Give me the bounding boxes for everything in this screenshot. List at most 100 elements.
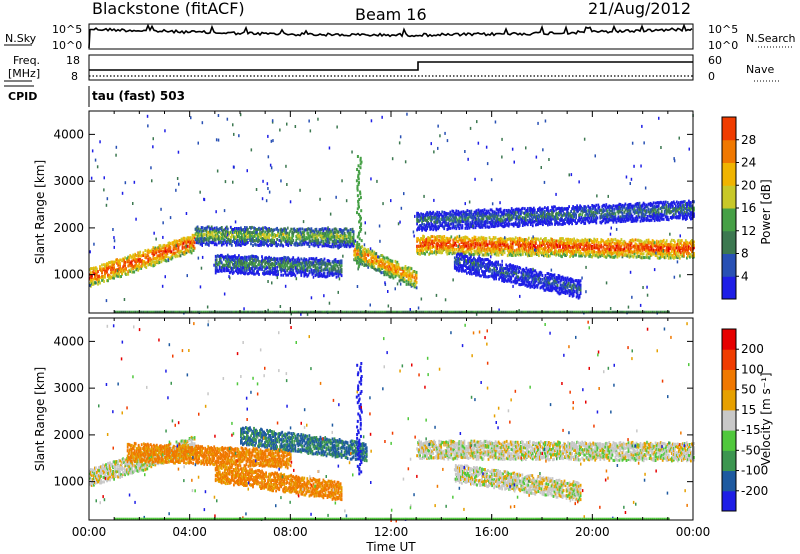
power-cell: [457, 249, 460, 253]
power-cell: [114, 268, 116, 272]
power-cell: [460, 210, 463, 214]
power-cell: [540, 237, 542, 241]
power-cell: [234, 230, 236, 234]
power-cell: [158, 256, 161, 260]
power-cell: [195, 241, 198, 245]
power-cell: [113, 276, 115, 280]
power-cell: [110, 266, 112, 270]
power-cell: [539, 241, 541, 245]
power-cell: [251, 237, 253, 241]
power-cell: [244, 269, 246, 273]
power-cell: [446, 224, 449, 227]
power-cell: [287, 235, 290, 239]
power-cell: [167, 256, 170, 260]
power-cell: [264, 241, 266, 245]
power-cell: [271, 228, 273, 232]
power-cell: [561, 222, 563, 226]
power-cell: [419, 248, 421, 252]
power-cell: [625, 243, 628, 247]
power-cell: [629, 216, 632, 220]
power-cell: [184, 250, 187, 253]
power-cell: [538, 254, 540, 258]
power-cell: [549, 215, 551, 219]
power-cell: [286, 260, 289, 264]
power-cell: [280, 233, 283, 237]
power-cell: [291, 241, 294, 244]
power-cell: [501, 224, 504, 228]
power-cell: [604, 217, 607, 221]
power-cell: [582, 220, 585, 224]
power-cell: [337, 235, 340, 239]
power-cell: [479, 237, 482, 241]
power-cell: [305, 236, 308, 240]
power-cell: [617, 239, 620, 243]
power-cell: [400, 266, 403, 270]
power-cell: [540, 241, 542, 245]
power-cell: [317, 241, 320, 245]
power-cell: [154, 248, 157, 252]
power-cell: [323, 261, 326, 265]
power-cell: [110, 271, 112, 275]
power-cell: [620, 244, 623, 248]
power-cell: [463, 241, 466, 245]
power-cell: [394, 259, 397, 263]
power-cell: [633, 252, 636, 255]
power-cell: [299, 266, 302, 270]
power-cell: [477, 208, 480, 212]
power-cell: [497, 224, 500, 227]
power-cell: [309, 261, 312, 265]
power-cell: [528, 206, 531, 210]
power-cell: [183, 252, 186, 256]
power-cell: [430, 250, 433, 254]
power-cell: [181, 251, 184, 255]
power-cell: [271, 234, 273, 238]
power-cell: [303, 242, 306, 246]
power-cell: [517, 210, 520, 214]
power-cell: [563, 207, 565, 211]
power-cell: [340, 270, 343, 274]
power-cell: [286, 273, 289, 277]
power-cell: [671, 247, 674, 251]
power-cell: [616, 255, 619, 259]
power-cell: [307, 259, 310, 263]
power-cell: [182, 250, 185, 254]
power-cell: [271, 258, 273, 261]
power-cell: [515, 248, 518, 252]
power-cell: [297, 261, 300, 265]
power-cell: [247, 264, 249, 268]
power-cell: [321, 274, 324, 278]
power-cell: [641, 248, 644, 252]
power-cell: [577, 250, 579, 254]
power-cell: [261, 237, 263, 241]
power-cell: [324, 264, 327, 268]
power-cell: [571, 213, 573, 217]
power-cell: [464, 238, 467, 242]
power-cell: [587, 209, 590, 213]
power-cell: [246, 268, 248, 272]
power-cell: [594, 216, 597, 220]
power-cell: [365, 263, 368, 267]
power-cell: [361, 245, 364, 249]
power-cell: [467, 213, 470, 216]
power-cell: [452, 209, 455, 213]
power-cell: [104, 264, 106, 268]
power-cell: [246, 263, 248, 267]
power-cell: [271, 243, 273, 247]
power-cell: [476, 238, 479, 241]
power-cell: [548, 254, 550, 258]
power-cell: [608, 248, 611, 252]
power-cell: [169, 242, 172, 246]
power-cell: [196, 229, 199, 233]
power-cell: [293, 261, 296, 265]
power-cell: [690, 240, 692, 244]
power-cell: [340, 259, 343, 263]
power-cell: [213, 226, 216, 230]
power-cell: [564, 207, 566, 211]
power-cell: [538, 207, 540, 211]
power-cell: [316, 236, 319, 240]
power-cell: [375, 254, 378, 258]
power-cell: [116, 261, 118, 265]
power-cell: [454, 218, 457, 222]
power-cell: [278, 262, 281, 266]
power-cell: [332, 235, 335, 239]
